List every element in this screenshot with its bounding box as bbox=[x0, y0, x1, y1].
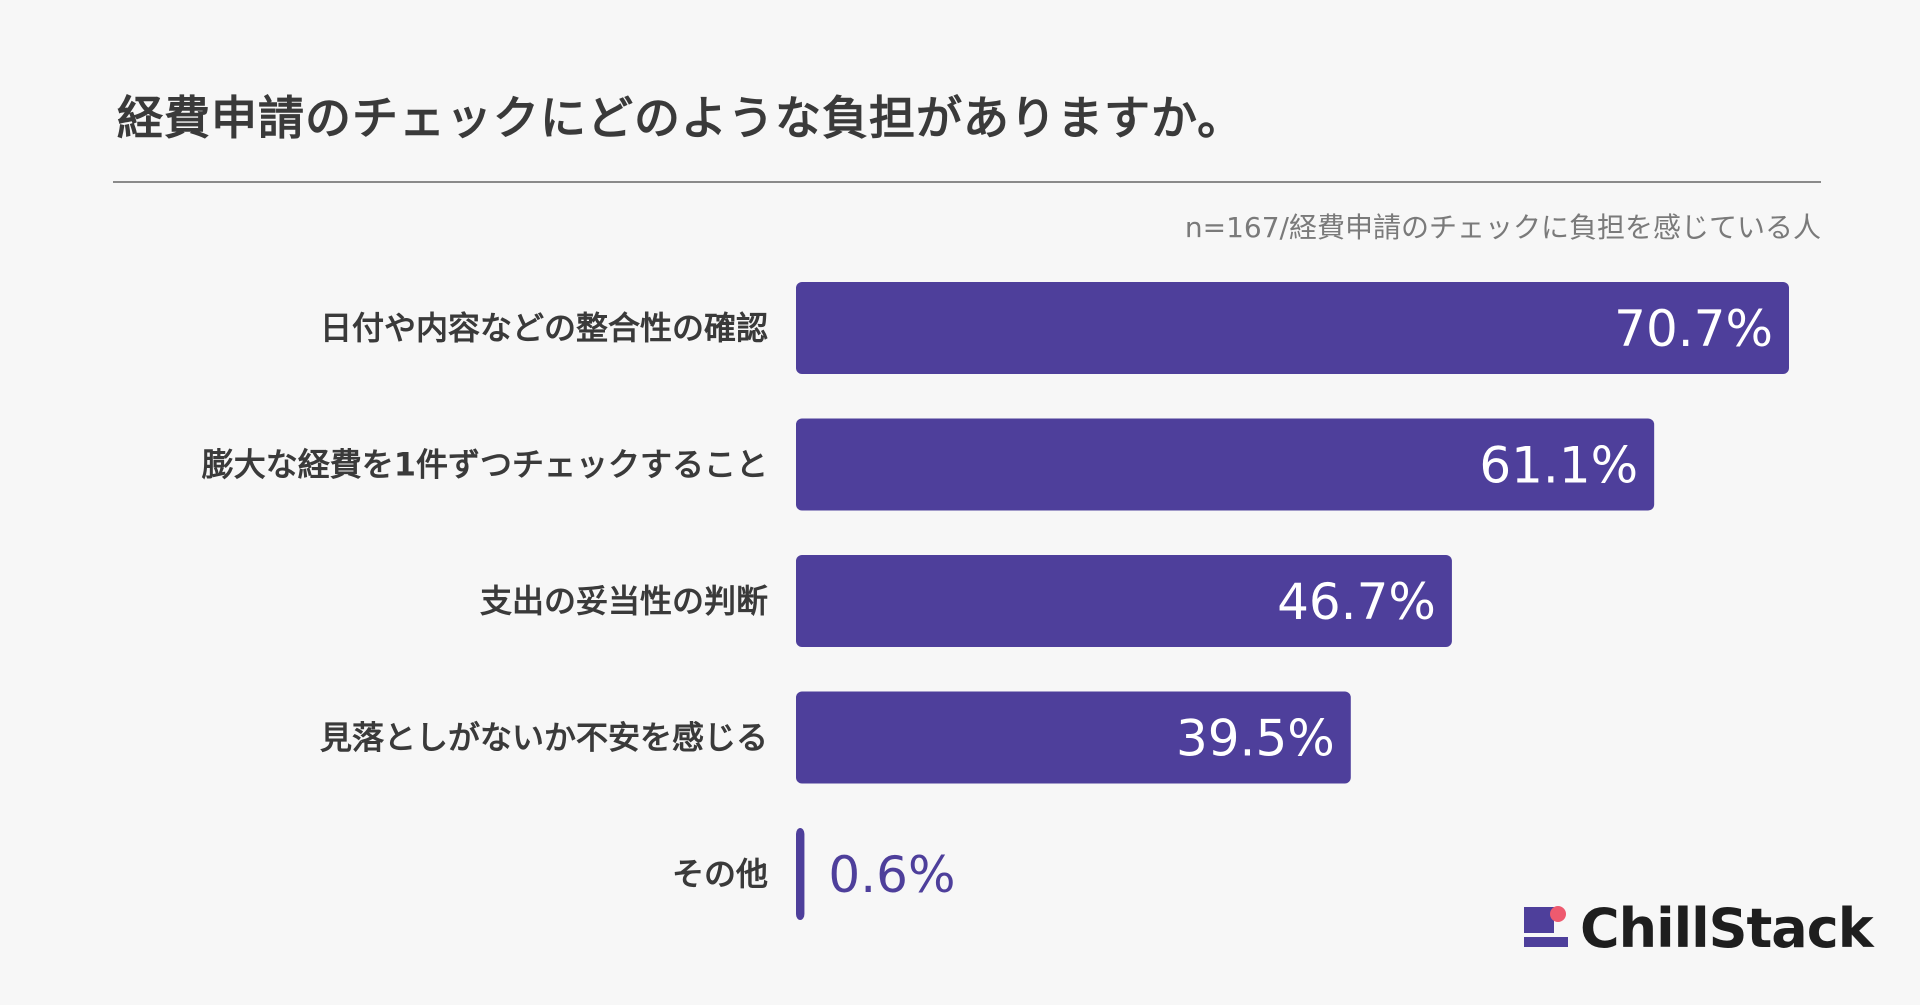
category-label-2: 支出の妥当性の判断 bbox=[480, 582, 768, 620]
value-label-2: 46.7% bbox=[1277, 573, 1436, 631]
chart-title: 経費申請のチェックにどのような負担がありますか。 bbox=[117, 91, 1245, 145]
sample-note: n=167/経費申請のチェックに負担を感じている人 bbox=[1184, 211, 1821, 244]
category-label-1: 膨大な経費を1件ずつチェックすること bbox=[202, 446, 768, 484]
bar-1 bbox=[796, 418, 1655, 511]
brand-logo: ChillStack bbox=[1524, 896, 1874, 960]
category-label-4: その他 bbox=[672, 855, 768, 893]
title-divider bbox=[113, 181, 1821, 183]
category-label-0: 日付や内容などの整合性の確認 bbox=[320, 309, 768, 347]
bar-2 bbox=[796, 555, 1452, 647]
bar-4 bbox=[796, 828, 805, 920]
bar-0 bbox=[796, 282, 1789, 374]
category-label-3: 見落としがないか不安を感じる bbox=[320, 719, 768, 757]
value-label-0: 70.7% bbox=[1614, 300, 1773, 358]
value-label-3: 39.5% bbox=[1176, 710, 1335, 768]
value-label-1: 61.1% bbox=[1479, 437, 1638, 495]
chillstack-logo-icon bbox=[1524, 906, 1568, 947]
brand-name: ChillStack bbox=[1580, 896, 1874, 960]
bar-3 bbox=[796, 691, 1351, 784]
value-label-4: 0.6% bbox=[828, 846, 955, 904]
